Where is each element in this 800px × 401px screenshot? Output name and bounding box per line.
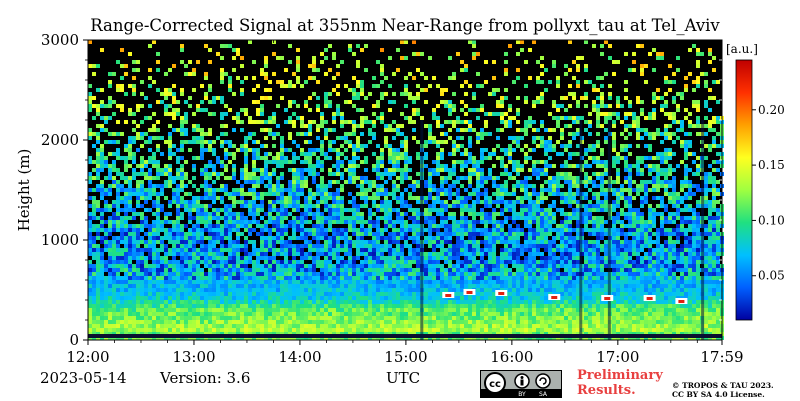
colorbar-label: [a.u.] [726,42,758,56]
preliminary-line-1: Preliminary [577,368,663,383]
cc-license-badge[interactable]: cc BY SA [480,370,562,398]
y-tick-label: 0 [69,331,79,349]
copyright-line-1: © TROPOS & TAU 2023. [672,381,774,390]
chart-title: Range-Corrected Signal at 355nm Near-Ran… [88,16,722,35]
cloud-event [601,295,613,301]
date-label: 2023-05-14 [40,369,126,387]
preliminary-notice: Preliminary Results. [577,368,663,398]
sa-share-icon [536,374,550,388]
x-tick-label: 15:00 [384,348,427,366]
preliminary-line-2: Results. [577,383,663,398]
colorbar [736,60,752,320]
cloud-event [548,294,560,300]
y-tick-label: 3000 [41,31,79,49]
x-tick-label: 14:00 [278,348,321,366]
cloud-event [675,298,687,304]
cloud-event [644,295,656,301]
y-tick-label: 1000 [41,231,79,249]
y-tick-label: 2000 [41,131,79,149]
signal-streak [420,120,423,340]
colorbar-tick-label: 0.15 [758,158,785,172]
cloud-event [495,290,507,296]
cc-by-text: BY [518,391,526,397]
signal-streak [608,120,611,340]
x-axis-label: UTC [386,369,420,387]
cloud-event [463,289,475,295]
copyright-notice: © TROPOS & TAU 2023. CC BY SA 4.0 Licens… [672,381,774,399]
cc-sa-text: SA [539,391,548,397]
version-label: Version: 3.6 [160,369,250,387]
signal-streak [701,120,704,340]
x-tick-label: 17:59 [700,348,743,366]
colorbar-tick-label: 0.20 [758,103,785,117]
y-axis-label: Height (m) [15,149,33,232]
cc-icon: cc BY SA [481,371,561,397]
x-tick-label: 17:00 [596,348,639,366]
colorbar-tick-label: 0.10 [758,213,785,227]
x-tick-label: 13:00 [172,348,215,366]
colorbar-axis: 0.05 0.10 0.15 0.20 [752,103,785,283]
colorbar-tick-label: 0.05 [758,269,785,283]
x-tick-label: 12:00 [66,348,109,366]
signal-streak [579,120,582,340]
copyright-line-2: CC BY SA 4.0 License. [672,390,774,399]
x-tick-label: 16:00 [490,348,533,366]
cloud-event [442,292,454,298]
